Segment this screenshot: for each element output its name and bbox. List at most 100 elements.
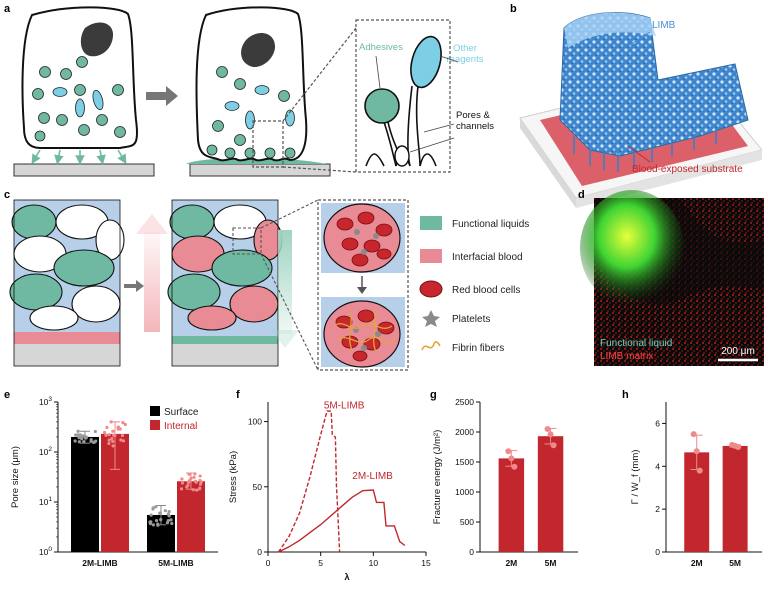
e-data-point [158,511,162,515]
e-data-point [110,436,114,441]
h-ytick-label: 6 [655,418,660,428]
e-data-point [107,433,111,437]
blood-infiltration-arrow [144,232,160,332]
reagent-vesicle [410,35,442,89]
f-xlabel: λ [344,572,350,583]
e-data-point [167,510,171,514]
e-legend-label: Internal [164,421,197,432]
f-ytick-label: 50 [253,482,263,492]
h-data-point [696,467,703,474]
e-data-point [198,474,202,478]
g-bar [537,436,564,552]
h-data-point [735,444,742,450]
e-data-point [169,518,173,522]
e-legend-swatch [150,406,160,416]
e-ytick-label: 103 [39,396,52,407]
panel-label-d: d [578,189,585,201]
e-ytick-label: 102 [39,446,52,457]
e-data-point [76,429,80,433]
e-data-point [180,481,184,485]
nucleus-middle [241,33,276,68]
e-data-point [112,433,116,437]
c-middle-schematic [167,199,283,367]
e-data-point [151,523,155,527]
pores-channels-label: Pores & channels [456,110,494,132]
f-xtick-label: 0 [266,558,271,568]
panel-c: c [4,189,529,371]
e-data-point [92,440,96,444]
e-data-point [84,436,88,440]
e-data-point [121,421,125,425]
panel-b: b LIMB Blood-exposed substrate [510,3,763,208]
d-label-functional-liquid: Functional liquid [600,338,672,349]
e-data-point [189,476,193,480]
e-data-point [166,512,170,516]
chart-h: h 0 2 4 6 Γ / W_f (mm) 2M 5M [622,389,762,568]
process-arrow-c-icon [124,280,144,292]
e-data-point [193,472,197,476]
g-ytick-label: 2000 [455,427,474,437]
f-xtick-label: 15 [421,558,431,568]
e-data-point [159,517,163,522]
panel-label-a: a [4,3,11,15]
chart-e: e 100 101 102 103 Pore size (μm) 2M-LIMB 5M-LIM… [4,389,218,568]
limb-label: LIMB [652,20,676,31]
f-ylabel: Stress (kPa) [228,451,239,503]
panel-label-f: f [236,389,240,401]
e-bar [177,481,205,552]
e-data-point [193,479,198,483]
e-data-point [187,479,191,483]
h-ytick-label: 0 [655,547,660,557]
e-data-point [185,485,189,489]
substrate-middle [189,163,331,177]
liquid-release-arrow [278,230,292,334]
g-ytick-label: 2500 [455,397,474,407]
inset-box-a [355,19,451,173]
e-data-point [107,438,111,442]
panel-label-e: e [4,389,10,401]
process-arrow-icon [146,86,178,106]
e-data-point [73,439,77,443]
g-xtick-label: 5M [545,558,557,568]
e-ytick-label: 100 [39,546,52,557]
legend-platelets: Platelets [452,314,490,325]
adhesives-label: Adhesives [359,42,403,53]
e-legend-label: Surface [164,407,199,418]
f-ytick-label: 0 [257,547,262,557]
chart-g: g 0 500 1000 1500 2000 2500 Fracture energy (J/… [430,389,578,568]
legend-functional-liquids: Functional liquids [452,219,529,230]
h-xtick-label: 5M [729,558,741,568]
panel-a: a [4,3,494,177]
e-data-point [120,433,125,438]
scale-bar-label: 200 μm [721,346,755,357]
c-inset-fibrin [333,311,395,353]
e-data-point [111,429,115,433]
e-data-point [154,505,158,509]
panel-d: d Functional liquid LIMB matrix 200 μm [578,189,764,366]
e-data-point [82,440,86,444]
e-data-point [111,444,115,448]
e-data-point [123,422,127,427]
platelet-icon [422,310,440,327]
panel-label-h: h [622,389,629,401]
teal-square-icon [420,216,442,230]
e-data-point [89,439,93,443]
e-data-point [180,477,184,481]
g-ylabel: Fracture energy (J/m²) [432,430,443,525]
e-ylabel: Pore size (μm) [10,446,21,508]
d-label-limb-matrix: LIMB matrix [600,351,653,362]
h-xtick-label: 2M [691,558,703,568]
e-data-point [199,480,203,484]
g-data-point [508,455,515,462]
g-data-point [550,442,557,449]
g-ytick-label: 0 [469,547,474,557]
e-data-point [148,520,152,524]
g-data-point [547,431,554,438]
e-data-point [195,488,199,492]
f-xtick-label: 5 [318,558,323,568]
e-data-point [104,433,108,437]
panel-label-b: b [510,3,517,15]
h-ytick-label: 2 [655,504,660,514]
e-data-point [187,472,191,476]
